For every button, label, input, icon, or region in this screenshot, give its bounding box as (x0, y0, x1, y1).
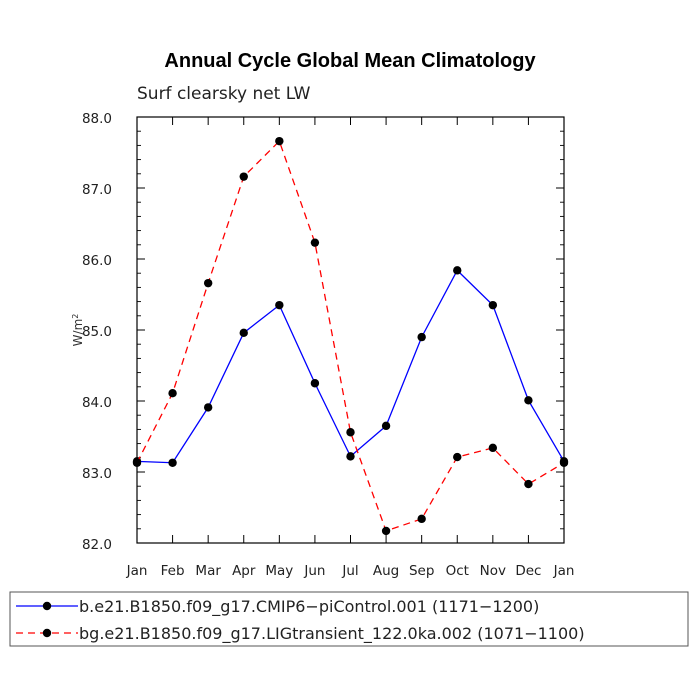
series-2 (132, 136, 569, 536)
series-1-marker (310, 379, 320, 388)
series-2-marker (346, 428, 355, 437)
legend-marker-1 (42, 601, 52, 611)
x-tick-label: Jun (303, 563, 325, 579)
series-2-marker (239, 172, 248, 181)
x-tick-label: Jul (341, 563, 358, 579)
series-2-marker (275, 136, 284, 146)
series-layer (132, 136, 569, 536)
series-2-marker (203, 278, 213, 288)
x-tick-label: Apr (232, 563, 256, 579)
plot-frame (136, 116, 565, 544)
legend-label-2: bg.e21.B1850.f09_g17.LIGtransient_122.0k… (79, 624, 585, 644)
series-1-marker (453, 266, 462, 275)
y-tick-label: 83.0 (82, 466, 112, 482)
x-tick-label: Aug (373, 563, 399, 579)
series-1-marker (168, 458, 177, 467)
series-2-marker (524, 479, 533, 489)
series-2-marker (417, 514, 426, 524)
y-tick-label: 85.0 (82, 324, 112, 340)
legend-label-1: b.e21.B1850.f09_g17.CMIP6−piControl.001 … (79, 597, 539, 617)
y-axis-label-text: W/m (71, 319, 85, 347)
series-1-marker (381, 421, 391, 431)
x-tick-label: Feb (161, 563, 185, 579)
x-tick-label: Dec (515, 563, 541, 579)
series-2-marker (453, 452, 462, 462)
series-1-marker (417, 332, 426, 342)
x-tick-label: Jan (126, 563, 148, 579)
legend-marker-2 (42, 628, 52, 638)
series-2-marker (168, 388, 177, 398)
y-tick-label: 88.0 (82, 111, 112, 127)
y-axis-label-superscript: 2 (71, 314, 80, 319)
x-tick-label: Mar (195, 563, 221, 579)
y-axis-label: W/m2 (71, 314, 86, 347)
legend: b.e21.B1850.f09_g17.CMIP6−piControl.001 … (9, 591, 689, 647)
axes: Jan Feb Mar Apr May Jun Jul Aug Sep Oct Nov Dec Jan 8… (82, 111, 574, 579)
series-2-marker (310, 238, 320, 247)
chart-subtitle: Surf clearsky net LW (137, 84, 311, 104)
y-tick-label: 87.0 (82, 182, 112, 198)
x-tick-label: Sep (409, 563, 434, 579)
series-1-marker (488, 300, 498, 310)
x-tick-label: Nov (480, 563, 506, 579)
series-2-line (136, 139, 565, 532)
series-1 (132, 266, 569, 467)
y-tick-label: 86.0 (82, 253, 112, 269)
y-tick-label: 84.0 (82, 395, 112, 411)
series-1-marker (524, 396, 533, 405)
series-2-marker (381, 526, 391, 536)
x-tick-label: Jan (553, 563, 575, 579)
series-1-marker (346, 452, 355, 461)
legend-box (9, 591, 689, 647)
chart-title: Annual Cycle Global Mean Climatology (164, 50, 536, 72)
series-2-marker (488, 443, 498, 453)
series-1-marker (203, 403, 213, 412)
series-2-marker (559, 458, 569, 467)
series-2-marker (132, 458, 142, 467)
series-1-marker (275, 300, 284, 310)
x-tick-label: May (265, 563, 293, 579)
series-1-marker (239, 328, 248, 338)
y-tick-label: 82.0 (82, 537, 112, 553)
x-tick-label: Oct (446, 563, 469, 579)
